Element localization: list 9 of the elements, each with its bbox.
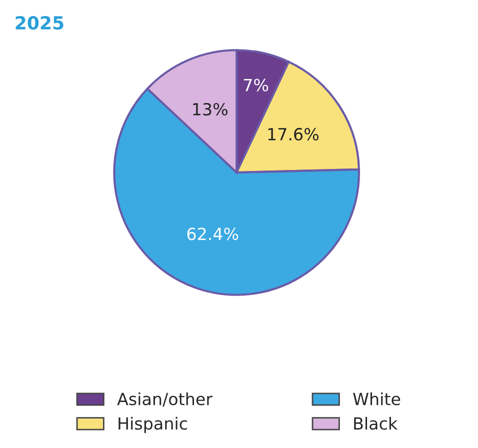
data-label: 13% bbox=[193, 102, 228, 116]
legend-label: Black bbox=[354, 416, 398, 430]
data-label: 62.4% bbox=[187, 228, 238, 240]
chart-title: 2025 bbox=[16, 16, 64, 30]
legend-label: Asian/other bbox=[117, 392, 213, 407]
legend-label: Hispanic bbox=[118, 416, 187, 433]
data-label: 17.6% bbox=[268, 128, 319, 141]
data-label: 7% bbox=[244, 78, 268, 92]
legend-label: White bbox=[353, 392, 400, 406]
